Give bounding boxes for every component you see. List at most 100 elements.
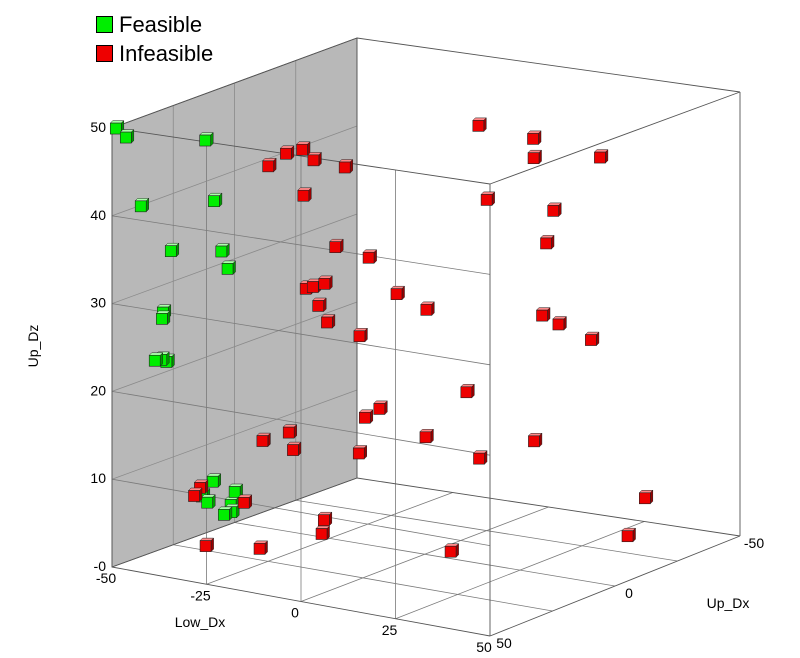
infeasible-point-4	[312, 297, 327, 313]
feasible-point-18-side	[229, 506, 233, 522]
infeasible-point-34-face	[444, 545, 457, 558]
legend-label-infeasible: Infeasible	[119, 40, 214, 66]
legend-label-feasible: Feasible	[119, 11, 203, 37]
infeasible-point-18-face	[256, 435, 269, 447]
left-wall-grid-z-3	[111, 125, 358, 217]
z-tick-label-4: 40	[90, 207, 106, 223]
infeasible-point-2-face	[297, 189, 310, 202]
infeasible-point-25-face	[352, 447, 365, 460]
infeasible-point-44-side	[605, 148, 609, 164]
infeasible-point-37	[261, 157, 277, 173]
z-axis-label: Up_Dz	[25, 325, 41, 368]
infeasible-point-0-side	[291, 145, 295, 160]
infeasible-point-14	[539, 234, 555, 250]
x-tick-label-4: 50	[476, 639, 492, 655]
infeasible-point-2-side	[308, 187, 312, 202]
infeasible-point-19	[199, 537, 215, 553]
infeasible-point-20	[282, 423, 298, 439]
infeasible-point-18-side	[267, 432, 271, 448]
infeasible-point-33	[638, 489, 654, 505]
y-tick-label-2: -50	[744, 535, 764, 551]
z-tick-label-2: 20	[90, 382, 106, 398]
infeasible-point-20-side	[293, 423, 297, 439]
feasible-point-19-face	[148, 354, 161, 367]
infeasible-point-30	[527, 432, 543, 448]
cube-edge-0	[356, 477, 741, 537]
feasible-point-1	[119, 128, 135, 144]
feasible-point-3-side	[145, 197, 149, 213]
feasible-point-14	[201, 494, 216, 509]
infeasible-point-41-side	[401, 285, 405, 301]
feasible-point-9-face	[208, 195, 220, 207]
infeasible-point-33-side	[650, 489, 654, 505]
infeasible-point-15-side	[547, 306, 551, 322]
infeasible-point-8	[329, 238, 344, 254]
feasible-point-2	[199, 131, 214, 147]
infeasible-point-40-face	[307, 154, 320, 167]
infeasible-point-26	[373, 400, 388, 416]
infeasible-point-23-face	[188, 490, 200, 502]
feasible-point-12	[206, 473, 222, 488]
infeasible-point-9-face	[358, 411, 371, 424]
feasible-point-10-side	[226, 242, 230, 258]
legend-item-infeasible: Infeasible	[96, 39, 213, 68]
feasible-point-14-side	[212, 494, 216, 509]
infeasible-point-13	[480, 191, 496, 207]
infeasible-point-19-side	[210, 537, 214, 553]
infeasible-point-41-face	[390, 288, 403, 300]
infeasible-point-31-face	[621, 530, 634, 543]
infeasible-point-45	[547, 202, 562, 218]
infeasible-point-22-side	[205, 479, 209, 495]
infeasible-point-25-side	[363, 444, 367, 460]
infeasible-point-32-side	[596, 331, 600, 347]
infeasible-point-34-side	[455, 543, 459, 558]
feasible-point-10	[215, 242, 230, 258]
infeasible-point-12	[527, 149, 543, 165]
back-wall-grid-z-3	[111, 215, 491, 275]
floor-grid-y-0	[295, 499, 678, 562]
infeasible-point-27-side	[248, 494, 252, 510]
infeasible-point-5-side	[332, 313, 336, 329]
infeasible-point-10	[420, 301, 435, 317]
cube-edge-7	[111, 127, 491, 185]
infeasible-point-19-face	[199, 540, 212, 552]
infeasible-point-23-side	[199, 487, 203, 503]
infeasible-point-8-face	[329, 241, 341, 253]
z-tick-label-5: 50	[90, 119, 106, 135]
cube-edge-4	[356, 37, 741, 93]
cube-edge-5	[489, 91, 741, 185]
feasible-point-11	[221, 260, 237, 276]
infeasible-point-0	[279, 145, 295, 160]
x-tick-label-3: 25	[382, 622, 398, 638]
y-axis-label: Up_Dx	[707, 595, 750, 611]
infeasible-point-0-face	[280, 147, 292, 160]
infeasible-point-26-face	[373, 403, 386, 415]
infeasible-point-39-side	[349, 158, 353, 174]
z-tick-label-0: -0	[94, 558, 107, 574]
feasible-point-3	[134, 197, 150, 213]
infeasible-point-35	[317, 511, 333, 527]
infeasible-point-36-face	[315, 528, 328, 540]
infeasible-point-43-face	[318, 278, 331, 290]
feasible-point-12-face	[206, 475, 219, 488]
infeasible-point-43	[318, 275, 333, 291]
floor-grid-y-1	[234, 522, 616, 587]
infeasible-point-31	[621, 527, 637, 543]
infeasible-point-9	[358, 409, 374, 424]
floor-grid-y-2	[173, 544, 553, 612]
cube-edge-2	[111, 477, 358, 568]
legend-swatch-infeasible	[96, 45, 113, 62]
infeasible-point-16-face	[460, 386, 473, 399]
infeasible-point-38	[472, 117, 487, 133]
infeasible-point-18	[256, 432, 272, 448]
z-tick-label-3: 30	[90, 295, 106, 311]
infeasible-point-43-side	[329, 275, 333, 291]
infeasible-point-15-face	[536, 309, 548, 322]
infeasible-point-12-face	[527, 152, 540, 165]
infeasible-point-39-face	[338, 161, 351, 174]
feasible-point-4-side	[176, 242, 180, 258]
infeasible-point-15	[535, 306, 551, 322]
infeasible-point-7-face	[362, 251, 375, 264]
infeasible-point-11-face	[527, 133, 539, 145]
infeasible-point-35-side	[329, 511, 333, 527]
